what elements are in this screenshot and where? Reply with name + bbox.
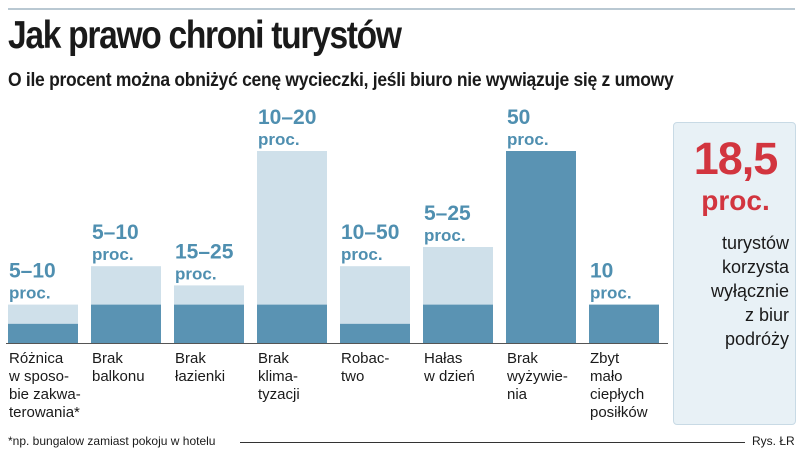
category-label: Różnica (9, 350, 64, 367)
bar-range-label: 5–25 (424, 202, 471, 225)
category-label: bie zakwa- (9, 386, 81, 403)
bar-unit-label: proc. (258, 130, 300, 149)
bar-min-segment (257, 304, 327, 343)
category-label: posiłków (590, 404, 648, 421)
bar-unit-label: proc. (175, 264, 217, 283)
bar-max-segment (91, 266, 161, 305)
side-panel-value: 18,5 (693, 133, 779, 184)
bar-max-segment (174, 285, 244, 305)
bar-unit-label: proc. (92, 245, 134, 264)
category-label: Zbyt (590, 350, 620, 367)
category-label: Hałas (424, 350, 462, 367)
bar-range-label: 50 (507, 106, 530, 129)
category-label: Robac- (341, 350, 389, 367)
category-label: łazienki (175, 368, 225, 385)
bar-range-label: 5–10 (92, 221, 139, 244)
bar-range-label: 10–20 (258, 106, 316, 129)
bar-range-label: 10 (590, 260, 613, 283)
bar-min-segment (423, 304, 493, 343)
bar-unit-label: proc. (590, 284, 632, 303)
footnote-rule (240, 442, 745, 443)
category-label: balkonu (92, 368, 145, 385)
bar-min-segment (8, 323, 78, 343)
side-panel: 18,5 proc. turystów korzysta wyłącznie z… (673, 122, 796, 425)
bar-unit-label: proc. (424, 226, 466, 245)
chart-baseline (6, 343, 668, 344)
bar-min-segment (589, 304, 659, 343)
bar-min-segment (174, 304, 244, 343)
bar-unit-label: proc. (507, 130, 549, 149)
category-label: ciepłych (590, 386, 644, 403)
bar-min-segment (506, 151, 576, 343)
category-label: wyżywie- (506, 368, 568, 385)
side-panel-unit: proc. (701, 185, 770, 216)
bar-min-segment (91, 304, 161, 343)
category-label: w dzień (423, 368, 475, 385)
footnote: *np. bungalow zamiast pokoju w hotelu (8, 434, 216, 448)
category-label: nia (507, 386, 528, 403)
bar-unit-label: proc. (341, 245, 383, 264)
category-label: w sposo- (8, 368, 69, 385)
category-label: mało (590, 368, 623, 385)
chart-subtitle: O ile procent można obniżyć cenę wyciecz… (8, 70, 674, 91)
bar-max-segment (8, 304, 78, 324)
bar-max-segment (423, 247, 493, 305)
category-label: terowania* (9, 404, 80, 421)
chart-title: Jak prawo chroni turystów (8, 14, 402, 57)
credit: Rys. ŁR (752, 434, 795, 448)
category-label: Brak (258, 350, 289, 367)
category-label: Brak (175, 350, 206, 367)
category-label: Brak (507, 350, 538, 367)
bar-range-label: 10–50 (341, 221, 399, 244)
bar-max-segment (257, 151, 327, 305)
category-label: Brak (92, 350, 123, 367)
category-label: two (341, 368, 364, 385)
category-label: tyzacji (258, 386, 300, 403)
bar-min-segment (340, 323, 410, 343)
bar-range-label: 5–10 (9, 260, 56, 283)
top-rule (8, 8, 795, 10)
side-panel-text: turystów korzysta wyłącznie z biur podró… (710, 233, 789, 349)
bar-range-label: 15–25 (175, 240, 234, 263)
bar-unit-label: proc. (9, 284, 51, 303)
bar-max-segment (340, 266, 410, 324)
category-label: klima- (258, 368, 298, 385)
